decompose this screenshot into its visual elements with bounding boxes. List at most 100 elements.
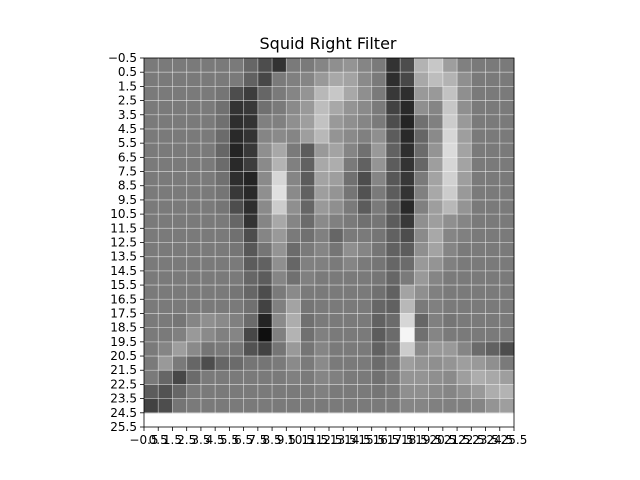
heatmap-cell	[428, 313, 444, 329]
heatmap-cell	[499, 313, 515, 329]
heatmap-cell	[442, 285, 458, 300]
heatmap-cell	[229, 157, 245, 172]
heatmap-cell	[144, 398, 159, 414]
heatmap-cell	[457, 157, 472, 172]
heatmap-cell	[186, 285, 202, 300]
heatmap-cell	[414, 171, 430, 187]
heatmap-cell	[471, 228, 486, 243]
heatmap-cell	[485, 270, 501, 286]
heatmap-cell	[215, 256, 230, 272]
heatmap-cell	[442, 370, 458, 385]
x-tick-label: 1.5	[163, 433, 182, 447]
heatmap-cell	[272, 86, 287, 101]
heatmap-cell	[300, 58, 316, 73]
heatmap-cell	[442, 171, 458, 187]
heatmap-cell	[314, 341, 330, 357]
heatmap-cell	[200, 384, 216, 400]
heatmap-cell	[385, 313, 401, 329]
heatmap-cell	[158, 398, 173, 414]
heatmap-cell	[385, 114, 401, 130]
heatmap-cell	[144, 185, 159, 201]
heatmap-cell	[371, 313, 387, 329]
heatmap-cell	[172, 185, 188, 201]
heatmap-cell	[329, 185, 344, 201]
heatmap-cell	[400, 100, 415, 116]
heatmap-cell	[300, 214, 316, 229]
heatmap-cell	[357, 299, 373, 314]
heatmap-cell	[457, 199, 472, 215]
heatmap-cell	[329, 398, 344, 414]
y-tick-label: 16.5	[110, 292, 137, 306]
heatmap-cell	[499, 270, 515, 286]
x-tick-label: 19.5	[415, 433, 442, 447]
heatmap-cell	[400, 327, 415, 343]
heatmap-cell	[286, 327, 301, 343]
heatmap-cell	[357, 72, 373, 87]
heatmap-cell	[457, 242, 472, 258]
heatmap-cell	[314, 171, 330, 187]
heatmap-cell	[229, 86, 245, 101]
heatmap-cell	[499, 86, 515, 101]
heatmap-cell	[186, 356, 202, 371]
heatmap-cell	[286, 171, 301, 187]
heatmap-cell	[144, 384, 159, 400]
heatmap-cell	[428, 58, 444, 73]
heatmap-cell	[357, 270, 373, 286]
heatmap-cell	[428, 128, 444, 144]
heatmap-cell	[414, 114, 430, 130]
heatmap-cell	[200, 299, 216, 314]
heatmap-cell	[172, 100, 188, 116]
heatmap-cell	[442, 398, 458, 414]
heatmap-cell	[357, 242, 373, 258]
heatmap-cell	[385, 157, 401, 172]
heatmap-cell	[442, 185, 458, 201]
heatmap-cell	[158, 72, 173, 87]
heatmap-cell	[286, 214, 301, 229]
heatmap-cell	[499, 100, 515, 116]
heatmap-cell	[257, 256, 273, 272]
heatmap-cell	[499, 72, 515, 87]
heatmap-cell	[215, 100, 230, 116]
heatmap-cell	[215, 270, 230, 286]
heatmap-cell	[357, 128, 373, 144]
heatmap-cell	[471, 327, 486, 343]
heatmap-cell	[272, 356, 287, 371]
heatmap-cell	[229, 270, 245, 286]
x-tick-label: 9.5	[277, 433, 296, 447]
heatmap-cell	[329, 327, 344, 343]
heatmap-cell	[229, 341, 245, 357]
heatmap-cell	[385, 270, 401, 286]
heatmap-cell	[343, 128, 358, 144]
heatmap-cell	[414, 299, 430, 314]
heatmap-cell	[243, 398, 259, 414]
heatmap-cell	[499, 143, 515, 158]
heatmap-cell	[343, 86, 358, 101]
heatmap-cell	[385, 299, 401, 314]
heatmap-cell	[200, 86, 216, 101]
heatmap-cell	[457, 270, 472, 286]
heatmap-cell	[158, 270, 173, 286]
heatmap-cell	[457, 171, 472, 187]
heatmap-cell	[144, 214, 159, 229]
heatmap-cell	[257, 100, 273, 116]
heatmap-cell	[158, 384, 173, 400]
heatmap-cell	[428, 341, 444, 357]
heatmap-cell	[314, 199, 330, 215]
heatmap-cell	[457, 285, 472, 300]
heatmap-cell	[442, 341, 458, 357]
y-tick-label: 18.5	[110, 321, 137, 335]
heatmap-cell	[243, 256, 259, 272]
y-tick-label: 8.5	[118, 179, 137, 193]
heatmap-cell	[385, 185, 401, 201]
heatmap-cell	[172, 270, 188, 286]
heatmap-cell	[200, 313, 216, 329]
heatmap-cell	[186, 299, 202, 314]
heatmap-cell	[343, 398, 358, 414]
heatmap-cell	[272, 384, 287, 400]
heatmap-cell	[371, 242, 387, 258]
heatmap-cell	[471, 100, 486, 116]
heatmap-cell	[499, 341, 515, 357]
heatmap-cell	[428, 398, 444, 414]
heatmap-cell	[272, 72, 287, 87]
heatmap-cell	[343, 299, 358, 314]
